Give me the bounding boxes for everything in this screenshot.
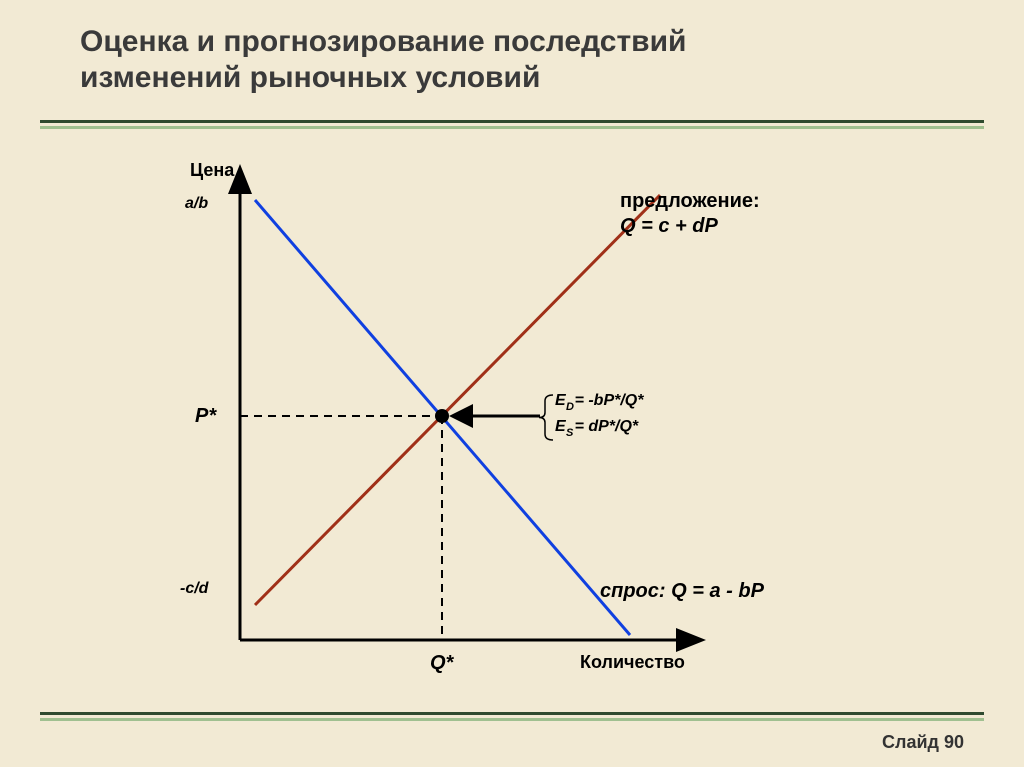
slide-title: Оценка и прогнозирование последствий изм… <box>80 24 686 96</box>
label-a-over-b: a/b <box>185 195 208 213</box>
equilibrium-point <box>435 409 449 423</box>
bottom-rules <box>40 712 984 721</box>
slide-number: Слайд 90 <box>882 732 964 753</box>
supply-label-2: Q = c + dP <box>620 215 718 238</box>
slide: Оценка и прогнозирование последствий изм… <box>0 0 1024 767</box>
x-axis-label: Количество <box>580 652 685 673</box>
demand-label: спрос: Q = a - bP <box>600 580 764 603</box>
title-line2: изменений рыночных условий <box>80 61 540 94</box>
y-axis-label: Цена <box>190 160 234 181</box>
chart-svg <box>140 160 880 690</box>
top-rules <box>40 120 984 129</box>
rule-dark-top <box>40 120 984 123</box>
label-p-star: P* <box>195 405 216 428</box>
brace-icon <box>539 395 553 440</box>
supply-label-1: предложение: <box>620 190 760 213</box>
label-q-star: Q* <box>430 652 453 675</box>
elasticity-supply-sub: S <box>566 427 573 439</box>
elasticity-demand-sub: D <box>566 401 574 413</box>
supply-demand-chart: Цена a/b предложение: Q = c + dP P* E = … <box>140 160 880 690</box>
rule-light-top <box>40 126 984 129</box>
rule-light-bottom <box>40 718 984 721</box>
title-line1: Оценка и прогнозирование последствий <box>80 25 686 58</box>
rule-dark-bottom <box>40 712 984 715</box>
label-neg-c-over-d: -c/d <box>180 580 208 598</box>
